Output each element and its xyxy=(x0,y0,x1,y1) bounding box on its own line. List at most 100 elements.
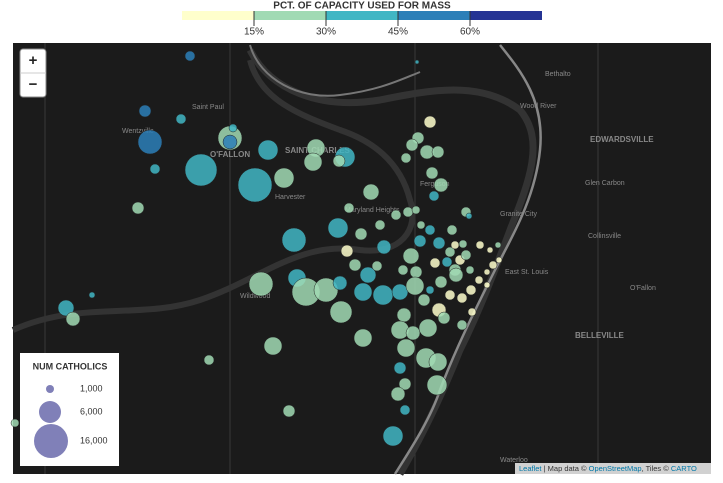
church-bubble[interactable] xyxy=(390,209,402,221)
church-bubble[interactable] xyxy=(313,277,339,303)
church-bubble[interactable] xyxy=(437,311,451,325)
church-bubble[interactable] xyxy=(428,190,440,202)
church-bubble[interactable] xyxy=(467,307,477,317)
church-bubble[interactable] xyxy=(402,206,414,218)
church-bubble[interactable] xyxy=(465,212,473,220)
leaflet-link[interactable]: Leaflet xyxy=(519,464,542,473)
church-bubble[interactable] xyxy=(237,167,273,203)
church-bubble[interactable] xyxy=(405,276,425,296)
church-bubble[interactable] xyxy=(494,241,502,249)
church-bubble[interactable] xyxy=(10,418,20,428)
church-bubble[interactable] xyxy=(465,265,475,275)
church-bubble[interactable] xyxy=(399,404,411,416)
church-bubble[interactable] xyxy=(372,284,394,306)
church-bubble[interactable] xyxy=(382,425,404,447)
church-bubble[interactable] xyxy=(184,50,196,62)
church-bubble[interactable] xyxy=(458,239,468,249)
church-bubble[interactable] xyxy=(456,319,468,331)
church-bubble[interactable] xyxy=(65,311,81,327)
church-bubble[interactable] xyxy=(431,145,445,159)
church-bubble[interactable] xyxy=(460,249,472,261)
church-bubble[interactable] xyxy=(474,275,484,285)
church-bubble[interactable] xyxy=(397,264,409,276)
carto-link[interactable]: CARTO xyxy=(671,464,697,473)
church-bubble[interactable] xyxy=(282,404,296,418)
church-bubble[interactable] xyxy=(400,152,412,164)
zoom-out[interactable]: − xyxy=(29,76,38,93)
church-bubble[interactable] xyxy=(396,307,412,323)
church-bubble[interactable] xyxy=(184,153,218,187)
church-bubble[interactable] xyxy=(423,115,437,129)
church-bubble[interactable] xyxy=(495,256,503,264)
church-bubble[interactable] xyxy=(486,246,494,254)
church-bubble[interactable] xyxy=(228,123,238,133)
church-bubble[interactable] xyxy=(405,325,421,341)
church-bubble[interactable] xyxy=(416,220,426,230)
church-bubble[interactable] xyxy=(413,234,427,248)
church-bubble[interactable] xyxy=(175,113,187,125)
church-bubble[interactable] xyxy=(273,167,295,189)
church-bubble[interactable] xyxy=(281,227,307,253)
church-bubble[interactable] xyxy=(411,205,421,215)
church-bubble[interactable] xyxy=(131,201,145,215)
church-bubble[interactable] xyxy=(446,224,458,236)
church-bubble[interactable] xyxy=(433,177,449,193)
church-bubble[interactable] xyxy=(405,138,419,152)
church-bubble[interactable] xyxy=(57,299,75,317)
church-bubble[interactable] xyxy=(483,268,491,276)
church-bubble[interactable] xyxy=(371,260,383,272)
church-bubble[interactable] xyxy=(414,59,420,65)
church-bubble[interactable] xyxy=(425,166,439,180)
church-bubble[interactable] xyxy=(359,266,377,284)
church-bubble[interactable] xyxy=(390,320,410,340)
church-bubble[interactable] xyxy=(348,258,362,272)
church-bubble[interactable] xyxy=(426,374,448,396)
church-bubble[interactable] xyxy=(263,336,283,356)
church-bubble[interactable] xyxy=(402,247,420,265)
church-bubble[interactable] xyxy=(303,152,323,172)
church-bubble[interactable] xyxy=(329,300,353,324)
church-bubble[interactable] xyxy=(475,240,485,250)
church-bubble[interactable] xyxy=(362,183,380,201)
church-bubble[interactable] xyxy=(393,361,407,375)
church-bubble[interactable] xyxy=(396,338,416,358)
church-bubble[interactable] xyxy=(488,260,498,270)
church-bubble[interactable] xyxy=(354,227,368,241)
church-bubble[interactable] xyxy=(450,240,460,250)
church-bubble[interactable] xyxy=(343,202,355,214)
church-bubble[interactable] xyxy=(483,281,491,289)
church-bubble[interactable] xyxy=(434,275,448,289)
church-bubble[interactable] xyxy=(376,239,392,255)
osm-link[interactable]: OpenStreetMap xyxy=(589,464,642,473)
church-bubble[interactable] xyxy=(353,282,373,302)
church-bubble[interactable] xyxy=(417,293,431,307)
church-bubble[interactable] xyxy=(465,284,477,296)
church-bubble[interactable] xyxy=(222,134,238,150)
church-bubble[interactable] xyxy=(137,129,163,155)
church-bubble[interactable] xyxy=(149,163,161,175)
church-bubble[interactable] xyxy=(425,285,435,295)
church-bubble[interactable] xyxy=(138,104,152,118)
church-bubble[interactable] xyxy=(203,354,215,366)
church-bubble[interactable] xyxy=(429,257,441,269)
church-bubble[interactable] xyxy=(248,271,274,297)
church-bubble[interactable] xyxy=(424,224,436,236)
church-bubble[interactable] xyxy=(428,352,448,372)
church-bubble[interactable] xyxy=(441,256,453,268)
church-bubble[interactable] xyxy=(332,275,348,291)
church-bubble[interactable] xyxy=(444,289,456,301)
church-bubble[interactable] xyxy=(456,292,468,304)
church-bubble[interactable] xyxy=(390,386,406,402)
church-bubble[interactable] xyxy=(257,139,279,161)
map[interactable] xyxy=(13,43,711,474)
church-bubble[interactable] xyxy=(353,328,373,348)
church-bubble[interactable] xyxy=(432,236,446,250)
church-bubble[interactable] xyxy=(327,217,349,239)
church-bubble[interactable] xyxy=(391,283,409,301)
zoom-in[interactable]: + xyxy=(29,52,38,69)
church-bubble[interactable] xyxy=(418,318,438,338)
church-bubble[interactable] xyxy=(332,154,346,168)
church-bubble[interactable] xyxy=(444,246,456,258)
church-bubble[interactable] xyxy=(398,377,412,391)
church-bubble[interactable] xyxy=(374,219,386,231)
